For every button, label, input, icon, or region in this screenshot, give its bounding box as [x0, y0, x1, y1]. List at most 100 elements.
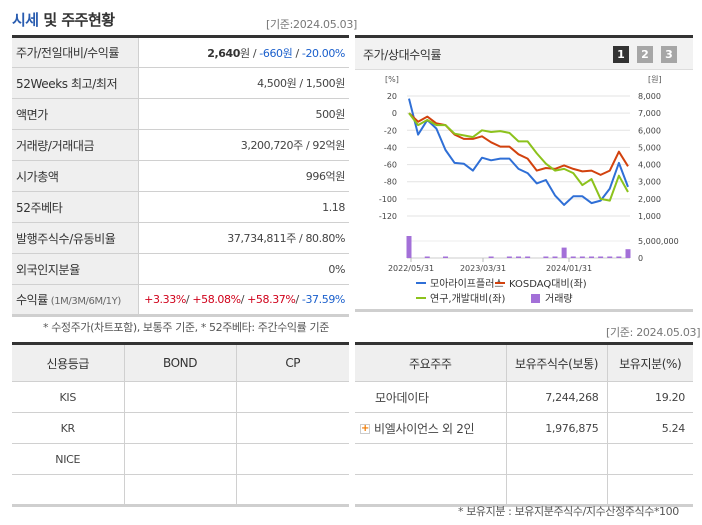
- svg-text:-60: -60: [384, 161, 397, 170]
- shareholder-name-cell: + 비엘사이언스 외 2인: [355, 412, 507, 444]
- shareholder-name: [355, 474, 507, 507]
- row-value: 996억원: [305, 170, 346, 183]
- table-row: NICE: [12, 443, 349, 475]
- credit-rating-table: 신용등급 BOND CP KIS KR NICE: [12, 342, 349, 507]
- svg-text:20: 20: [387, 92, 397, 101]
- table-row: 52Weeks 최고/최저 4,500원 / 1,500원: [12, 67, 349, 99]
- svg-text:8,000: 8,000: [638, 92, 661, 101]
- row-label: 시가총액: [12, 160, 139, 192]
- col-header: 보유주식수(보통): [506, 343, 608, 382]
- agency-cell: KIS: [12, 381, 125, 413]
- row-value: 1.18: [322, 200, 345, 214]
- bond-cell: [124, 381, 237, 413]
- row-label: 52Weeks 최고/최저: [12, 67, 139, 99]
- svg-text:거래량: 거래량: [545, 293, 573, 305]
- row-label: 52주베타: [12, 191, 139, 223]
- svg-text:[원]: [원]: [648, 75, 662, 84]
- svg-text:2024/01/31: 2024/01/31: [546, 264, 592, 273]
- returns-value: +3.33%/ +58.08%/ +58.37%/ -37.59%: [144, 293, 345, 306]
- row-value: 0%: [328, 262, 345, 276]
- chart-page-1-button[interactable]: 1: [613, 46, 629, 63]
- shares-cell: [506, 474, 608, 507]
- section-title: 시세 및 주주현황: [12, 9, 115, 30]
- table-row: KR: [12, 412, 349, 444]
- shareholder-name: 비엘사이언스 외 2인: [374, 421, 475, 436]
- col-header: 주요주주: [355, 343, 507, 382]
- svg-text:6,000: 6,000: [638, 126, 661, 135]
- agency-cell: [12, 474, 125, 507]
- shareholder-basis-date: [기준: 2024.05.03]: [606, 326, 701, 339]
- row-value: 500원: [315, 108, 345, 121]
- pct-cell: [607, 443, 693, 475]
- agency-cell: KR: [12, 412, 125, 444]
- bond-cell: [124, 443, 237, 475]
- shares-cell: [506, 443, 608, 475]
- col-header: 신용등급: [12, 343, 125, 382]
- svg-text:-80: -80: [384, 178, 397, 187]
- table-row: KIS: [12, 381, 349, 413]
- col-header: BOND: [124, 343, 237, 382]
- pct-cell: 19.20: [607, 381, 693, 413]
- bond-cell: [124, 474, 237, 507]
- table-row: [12, 474, 349, 507]
- price-value: 2,640원 / -660원 / -20.00%: [207, 46, 345, 60]
- svg-text:2023/03/31: 2023/03/31: [460, 264, 506, 273]
- svg-text:2022/05/31: 2022/05/31: [388, 264, 434, 273]
- svg-text:4,000: 4,000: [638, 161, 661, 170]
- cp-cell: [236, 474, 349, 507]
- table-header-row: 주요주주 보유주식수(보통) 보유지분(%): [355, 343, 693, 382]
- chart-title: 주가/상대수익률: [363, 48, 442, 62]
- svg-text:[%]: [%]: [385, 75, 399, 84]
- pct-cell: 5.24: [607, 412, 693, 444]
- row-label: 액면가: [12, 98, 139, 130]
- table-row: 액면가 500원: [12, 98, 349, 130]
- shareholder-name: 모아데이타: [355, 381, 507, 413]
- svg-text:1,000: 1,000: [638, 212, 661, 221]
- chart-page-2-button[interactable]: 2: [637, 46, 653, 63]
- table-row: [355, 443, 693, 475]
- table-row: 수익률 (1M/3M/6M/1Y) +3.33%/ +58.08%/ +58.3…: [12, 284, 349, 316]
- row-value: 37,734,811주 / 80.80%: [227, 232, 345, 245]
- table-header-row: 신용등급 BOND CP: [12, 343, 349, 382]
- svg-text:-100: -100: [379, 195, 397, 204]
- svg-text:3,000: 3,000: [638, 178, 661, 187]
- price-summary-table: 주가/전일대비/수익률 2,640원 / -660원 / -20.00% 52W…: [12, 35, 349, 317]
- svg-text:-40: -40: [384, 143, 397, 152]
- table-row: 주가/전일대비/수익률 2,640원 / -660원 / -20.00%: [12, 36, 349, 68]
- row-label: 외국인지분율: [12, 253, 139, 285]
- cp-cell: [236, 443, 349, 475]
- svg-text:모아라이프플러스: 모아라이프플러스: [430, 278, 504, 290]
- svg-text:5,000: 5,000: [638, 143, 661, 152]
- svg-text:0: 0: [638, 254, 643, 263]
- svg-text:-20: -20: [384, 126, 397, 135]
- table-row: 모아데이타 7,244,268 19.20: [355, 381, 693, 413]
- col-header: CP: [236, 343, 349, 382]
- svg-text:-120: -120: [379, 212, 397, 221]
- basis-date: [기준:2024.05.03]: [266, 18, 358, 31]
- cp-cell: [236, 412, 349, 444]
- shareholder-note: * 보유지분 : 보유지분주식수/지수산정주식수*100: [458, 505, 679, 518]
- row-value: 4,500원 / 1,500원: [257, 77, 345, 90]
- chart-header: 주가/상대수익률 1 2 3: [355, 38, 693, 70]
- cp-cell: [236, 381, 349, 413]
- svg-text:7,000: 7,000: [638, 109, 661, 118]
- shareholder-name: [355, 443, 507, 475]
- expand-plus-icon[interactable]: +: [360, 423, 370, 434]
- svg-text:연구,개발대비(좌): 연구,개발대비(좌): [430, 293, 505, 305]
- row-label: 발행주식수/유동비율: [12, 222, 139, 254]
- col-header: 보유지분(%): [607, 343, 693, 382]
- chart-panel: 주가/상대수익률 1 2 3 [%] [원] 20 8,000 0 7,000 -20 6,0…: [355, 35, 693, 312]
- table-row: [355, 474, 693, 507]
- row-value: 3,200,720주 / 92억원: [240, 139, 346, 152]
- row-label: 거래량/거래대금: [12, 129, 139, 161]
- agency-cell: NICE: [12, 443, 125, 475]
- title-rest: 및 주주현황: [38, 11, 115, 29]
- bond-cell: [124, 412, 237, 444]
- shares-cell: 7,244,268: [506, 381, 608, 413]
- svg-text:2,000: 2,000: [638, 195, 661, 204]
- title-accent: 시세: [12, 11, 39, 29]
- table-row: 시가총액 996억원: [12, 160, 349, 192]
- chart-page-3-button[interactable]: 3: [661, 46, 677, 63]
- table-row: 외국인지분율 0%: [12, 253, 349, 285]
- row-label: 수익률 (1M/3M/6M/1Y): [12, 284, 139, 316]
